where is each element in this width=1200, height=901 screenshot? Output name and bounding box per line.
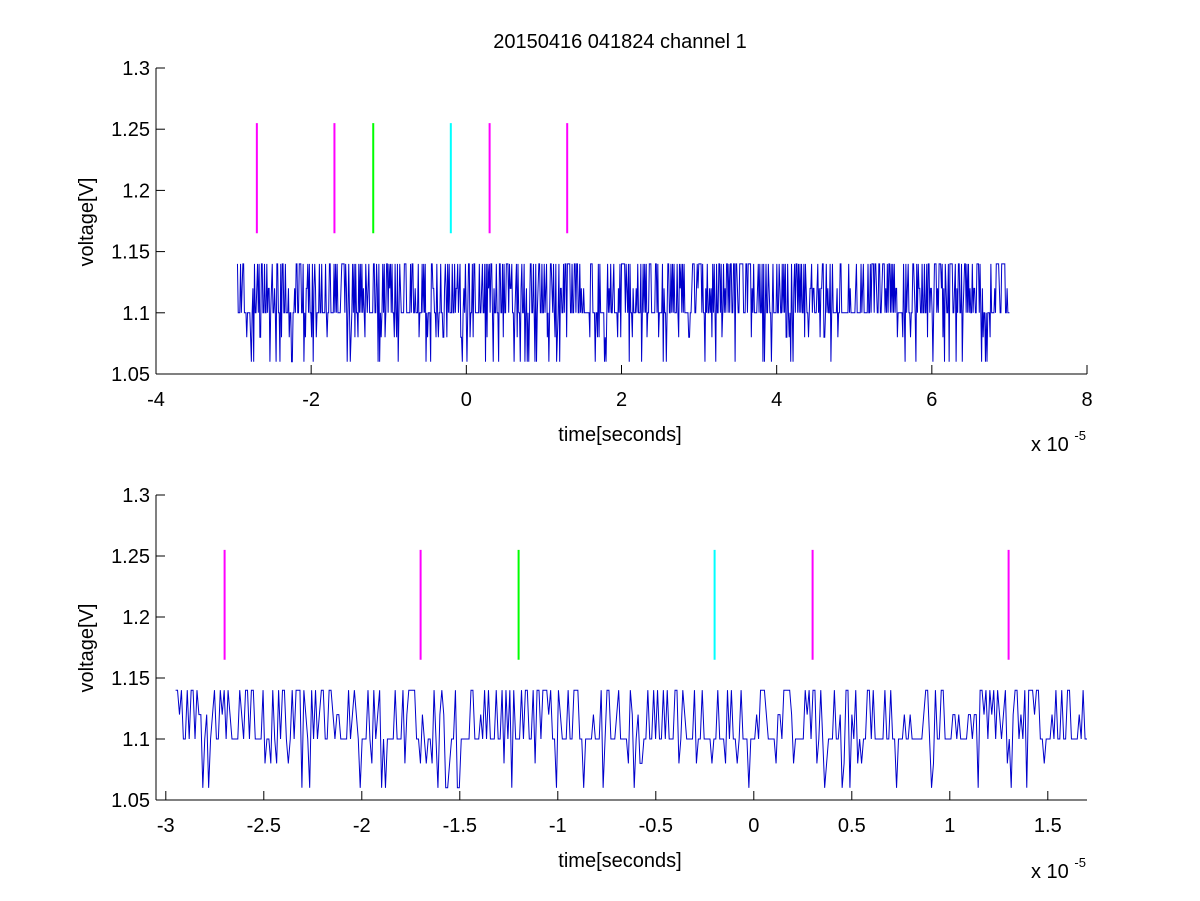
top-x-axis-label: time[seconds] bbox=[558, 424, 681, 446]
top-y-tick-label: 1.1 bbox=[122, 303, 150, 325]
bottom-y-tick-label: 1.05 bbox=[111, 790, 150, 812]
top-x-multiplier: x 10 -5 bbox=[1031, 428, 1086, 456]
bottom-subplot: -3 -2.5 -2 -1.5 -1 -0.5 0 0.5 1 1.5 1.051.11.151.… bbox=[76, 485, 1087, 883]
top-y-ticks: 1.05 1.1 1.15 1.2 1.25 1.3 bbox=[111, 58, 165, 386]
bottom-x-tick-label: 0.5 bbox=[838, 815, 866, 837]
bottom-x-tick-label: -2 bbox=[353, 815, 371, 837]
bottom-x-tick-label: -2.5 bbox=[247, 815, 281, 837]
top-x-tick-label: 2 bbox=[616, 389, 627, 411]
bottom-x-axis-label: time[seconds] bbox=[558, 850, 681, 872]
top-x-tick-label: -2 bbox=[302, 389, 320, 411]
bottom-x-ticks: -3 -2.5 -2 -1.5 -1 -0.5 0 0.5 1 1.5 bbox=[157, 791, 1062, 837]
bottom-markers-layer bbox=[223, 549, 1010, 660]
bottom-x-tick-label: 0 bbox=[748, 815, 759, 837]
top-y-tick-label: 1.3 bbox=[122, 58, 150, 80]
bottom-x-tick-label: -1.5 bbox=[443, 815, 477, 837]
top-x-tick-label: -4 bbox=[147, 389, 165, 411]
top-markers-layer bbox=[255, 123, 569, 234]
bottom-x-multiplier-exponent: -5 bbox=[1074, 855, 1086, 870]
bottom-series-layer bbox=[175, 689, 1087, 789]
top-x-multiplier-exponent: -5 bbox=[1074, 428, 1086, 443]
top-x-multiplier-base: x 10 bbox=[1031, 434, 1069, 456]
bottom-x-tick-label: 1 bbox=[944, 815, 955, 837]
top-x-ticks: -4 -2 0 2 4 6 8 bbox=[147, 365, 1093, 411]
bottom-y-tick-label: 1.25 bbox=[111, 546, 150, 568]
bottom-y-tick-label: 1.1 bbox=[122, 729, 150, 751]
bottom-y-tick-label: 1.2 bbox=[122, 607, 150, 629]
top-x-tick-label: 6 bbox=[926, 389, 937, 411]
chart-title: 20150416 041824 channel 1 bbox=[493, 31, 747, 53]
bottom-x-multiplier: x 10 -5 bbox=[1031, 855, 1086, 883]
top-y-tick-label: 1.15 bbox=[111, 242, 150, 264]
top-x-tick-label: 8 bbox=[1081, 389, 1092, 411]
top-y-tick-label: 1.25 bbox=[111, 119, 150, 141]
top-x-tick-label: 4 bbox=[771, 389, 782, 411]
top-y-tick-label: 1.05 bbox=[111, 364, 150, 386]
bottom-x-tick-label: 1.5 bbox=[1034, 815, 1062, 837]
bottom-x-tick-label: -3 bbox=[157, 815, 175, 837]
bottom-y-tick-label: 1.15 bbox=[111, 668, 150, 690]
bottom-axes bbox=[155, 495, 1087, 801]
top-series-layer bbox=[236, 263, 1010, 363]
top-y-tick-label: 1.2 bbox=[122, 180, 150, 202]
top-y-axis-label: voltage[V] bbox=[76, 178, 98, 267]
top-x-tick-label: 0 bbox=[461, 389, 472, 411]
bottom-y-axis-label: voltage[V] bbox=[76, 604, 98, 693]
bottom-y-ticks: 1.05 1.1 1.15 1.2 1.25 1.3 bbox=[111, 485, 165, 812]
bottom-x-tick-label: -0.5 bbox=[639, 815, 673, 837]
top-subplot: 20150416 041824 channel 1 -4 -2 0 2 4 6 8 1.05… bbox=[76, 31, 1093, 456]
bottom-x-tick-label: -1 bbox=[549, 815, 567, 837]
bottom-x-multiplier-base: x 10 bbox=[1031, 861, 1069, 883]
bottom-y-tick-label: 1.3 bbox=[122, 485, 150, 507]
bottom-voltage-series-line bbox=[175, 689, 1087, 789]
top-voltage-series-line bbox=[236, 263, 1010, 363]
